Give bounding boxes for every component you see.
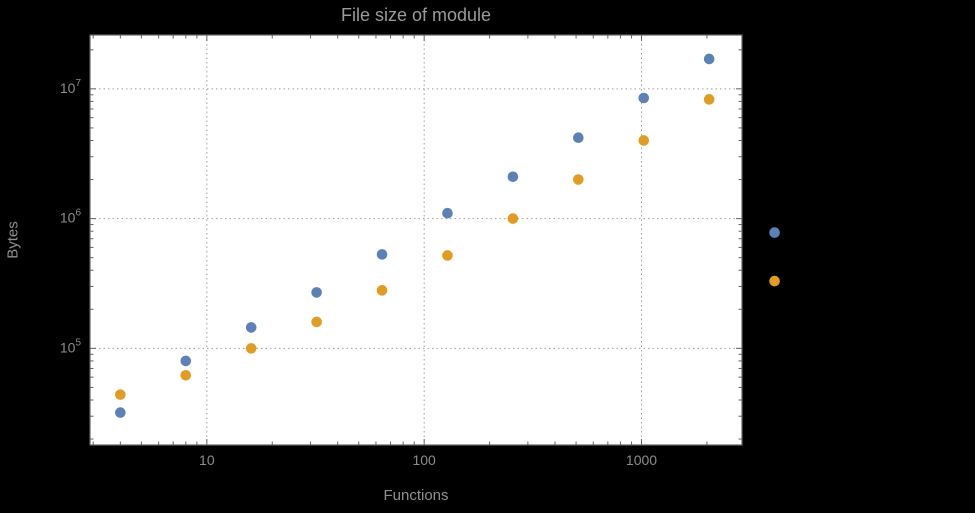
data-point-orange (376, 285, 388, 296)
data-point-blue (115, 407, 126, 418)
data-point-orange (769, 275, 780, 287)
data-point-orange (180, 370, 192, 381)
data-point-blue (703, 53, 715, 65)
data-point-blue (573, 132, 584, 144)
data-point-blue (638, 92, 650, 104)
y-tick-label: 107 (60, 78, 82, 96)
data-point-orange (442, 250, 453, 261)
data-point-blue (245, 322, 257, 333)
plot-area (90, 35, 742, 445)
data-point-orange (245, 343, 257, 354)
y-tick-label: 106 (60, 208, 82, 226)
data-point-orange (115, 389, 126, 400)
x-axis-label: Functions (383, 487, 449, 504)
x-tick-label: 100 (412, 452, 436, 468)
data-point-blue (507, 171, 519, 183)
data-point-orange (638, 135, 650, 146)
data-point-orange (703, 94, 715, 105)
data-point-blue (769, 227, 780, 238)
data-point-blue (180, 355, 192, 367)
plot-frame (89, 34, 743, 446)
data-point-orange (507, 213, 519, 224)
data-point-orange (311, 316, 322, 328)
data-point-blue (376, 249, 388, 260)
y-tick-label: 105 (60, 337, 82, 355)
data-point-orange (573, 174, 584, 185)
x-tick-label: 10 (199, 452, 215, 468)
data-point-blue (311, 287, 322, 298)
x-tick-label: 1000 (626, 452, 657, 468)
data-point-blue (442, 207, 453, 219)
y-axis-label: Bytes (4, 221, 22, 259)
chart-title: File size of module (340, 5, 492, 25)
